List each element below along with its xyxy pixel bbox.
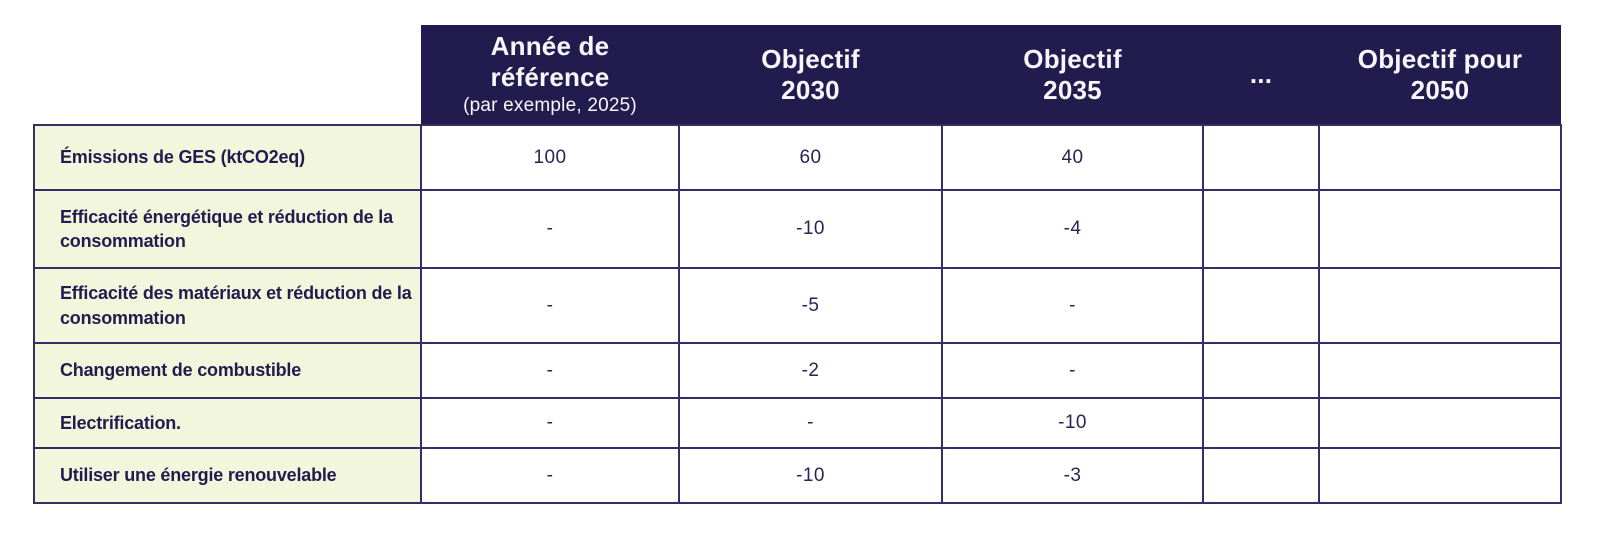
cell-value	[1202, 189, 1320, 270]
row-label: Efficacité énergétique et réduction de l…	[33, 189, 422, 270]
header-subtitle: (par exemple, 2025)	[463, 95, 637, 117]
emission-targets-table: Année de référence (par exemple, 2025) O…	[33, 25, 1562, 505]
table-row-emissions-ges: Émissions de GES (ktCO2eq) 100 60 40	[33, 124, 1562, 192]
table-row-efficacite-materiaux: Efficacité des matériaux et réduction de…	[33, 267, 1562, 345]
cell-value: -2	[678, 342, 943, 400]
cell-value	[1318, 124, 1562, 192]
cell-value: -5	[678, 267, 943, 345]
cell-value	[1202, 342, 1320, 400]
row-label: Utiliser une énergie renouvelable	[33, 447, 422, 505]
cell-value	[1318, 189, 1562, 270]
cell-value: 60	[678, 124, 943, 192]
cell-value	[1318, 342, 1562, 400]
header-title: Objectif pour 2050	[1357, 43, 1523, 105]
cell-value: -10	[941, 397, 1204, 450]
cell-value: -	[420, 189, 680, 270]
header-objectif-pour-2050: Objectif pour 2050	[1319, 25, 1561, 126]
cell-value	[1202, 397, 1320, 450]
cell-value: 100	[420, 124, 680, 192]
header-annee-de-reference: Année de référence (par exemple, 2025)	[421, 25, 679, 126]
cell-value	[1318, 267, 1562, 345]
cell-value: -	[420, 397, 680, 450]
cell-value: -	[941, 342, 1204, 400]
table-row-energie-renouvelable: Utiliser une énergie renouvelable - -10 …	[33, 447, 1562, 505]
header-objectif-2035: Objectif 2035	[942, 25, 1203, 126]
cell-value	[1318, 447, 1562, 505]
cell-value: -	[420, 342, 680, 400]
cell-value: -3	[941, 447, 1204, 505]
table-row-electrification: Electrification. - - -10	[33, 397, 1562, 450]
cell-value: -	[420, 447, 680, 505]
header-title: Objectif 2035	[1023, 43, 1122, 105]
header-title: ...	[1249, 59, 1273, 90]
row-label: Émissions de GES (ktCO2eq)	[33, 124, 422, 192]
cell-value: 40	[941, 124, 1204, 192]
header-ellipsis: ...	[1203, 25, 1319, 126]
cell-value: -	[678, 397, 943, 450]
header-title: Année de référence	[490, 31, 610, 92]
cell-value	[1202, 124, 1320, 192]
row-label: Efficacité des matériaux et réduction de…	[33, 267, 422, 345]
row-label: Electrification.	[33, 397, 422, 450]
cell-value	[1318, 397, 1562, 450]
cell-value: -10	[678, 189, 943, 270]
cell-value: -4	[941, 189, 1204, 270]
table-row-efficacite-energetique: Efficacité énergétique et réduction de l…	[33, 189, 1562, 270]
header-row: Année de référence (par exemple, 2025) O…	[34, 25, 1561, 126]
cell-value: -	[420, 267, 680, 345]
cell-value	[1202, 447, 1320, 505]
cell-value: -	[941, 267, 1204, 345]
table-row-changement-combustible: Changement de combustible - -2 -	[33, 342, 1562, 400]
corner-cell	[34, 25, 421, 125]
header-objectif-2030: Objectif 2030	[679, 25, 942, 126]
cell-value: -10	[678, 447, 943, 505]
row-label: Changement de combustible	[33, 342, 422, 400]
header-title: Objectif 2030	[761, 43, 860, 105]
cell-value	[1202, 267, 1320, 345]
